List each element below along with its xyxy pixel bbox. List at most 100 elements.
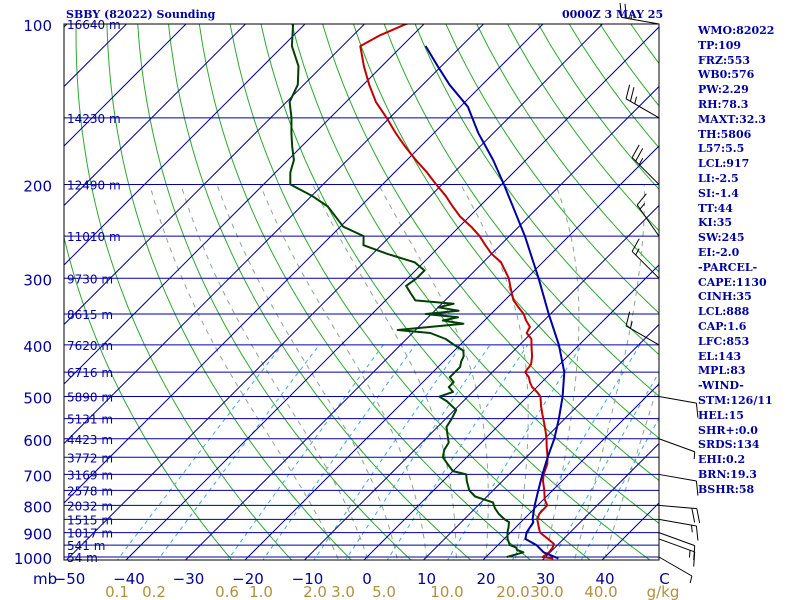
pressure-tick-label: 800 [23,498,52,516]
pressure-tick-label: 700 [23,467,52,485]
mixing-ratio-line [580,417,659,560]
isotherm [482,383,659,560]
mixing-ratio-label: 10.0 [430,583,463,600]
stat-item: LCL:888 [698,305,750,319]
stat-item: TP:109 [698,38,742,52]
height-label: 54 m [67,551,98,565]
height-label: 5890 m [67,391,113,405]
isotherm [64,24,247,207]
mixing-ratio-line [344,344,491,560]
dry-adiabat [106,24,352,560]
stat-item: LFC:853 [698,334,750,348]
stat-item: CINH:35 [698,290,752,304]
isotherm [422,323,659,560]
stat-item: CAP:1.6 [698,319,747,333]
stat-item: WMO:82022 [698,24,775,37]
stat-item: BRN:19.3 [698,467,757,481]
dry-adiabat [291,24,659,524]
stat-item: EI:-2.0 [698,245,740,259]
temperature-tick-label: −40 [113,570,145,588]
isotherm [64,24,187,147]
stat-item: SI:-1.4 [698,186,739,200]
wind-barb [636,193,660,237]
stat-item: -PARCEL- [698,260,758,274]
height-label: 16640 m [67,18,121,32]
isotherm [184,85,659,560]
wind-barb [658,538,696,567]
pressure-tick-label: 200 [23,177,52,195]
moist-adiabat [216,184,398,560]
isotherm [363,264,659,560]
temperature-tick-label: −30 [173,570,205,588]
mixing-ratio-label: 3.0 [331,583,355,600]
moist-adiabat [312,184,457,560]
stats-panel: WMO:82022 TP:109 FRZ:553 WB0:576 PW:2.29 RH:7… [698,24,774,498]
mixing-ratio-label: 5.0 [372,583,396,600]
dry-adiabat [383,24,659,397]
dry-adiabat [476,24,659,273]
wind-barb [625,311,660,346]
thermo-grid [64,24,659,560]
mixing-ratio-label: 2.0 [303,583,327,600]
chart-background [64,24,659,560]
axes: 16640 m 14230 m 12490 m 11010 m 9730 m 8615 m… [14,17,680,600]
moist-adiabat [544,184,580,560]
chart-title: SBBY (82022) Sounding [66,8,216,21]
stat-item: WB0:576 [698,68,755,82]
stat-item: KI:35 [698,216,733,230]
temperature-trace [359,24,555,560]
pressure-tick-label: 600 [23,432,52,450]
mixing-ratio-line [227,344,384,560]
stat-item: HEL:15 [698,408,744,422]
moist-adiabat [259,184,428,560]
stat-item: LI:-2.5 [698,171,739,185]
pressure-tick-label: 1000 [14,550,52,568]
wind-barb [658,518,699,541]
stat-item: PW:2.29 [698,83,749,97]
isotherm [64,24,544,504]
mixing-ratio-label: 0.2 [142,583,166,600]
height-label: 11010 m [67,230,121,244]
height-label: 3169 m [67,468,113,482]
height-label: 6716 m [67,366,113,380]
height-label: 7620 m [67,339,113,353]
isotherm [64,24,485,445]
temperature-tick-label: −10 [292,570,324,588]
dry-adiabat [352,24,659,439]
height-label: 3772 m [67,451,113,465]
wind-barb [658,504,701,524]
isotherm [303,204,659,560]
dewpoint-trace [288,24,525,558]
moist-adiabat [180,184,369,560]
stat-item: SHR+:0.0 [698,423,758,437]
wind-barb [658,396,699,418]
dry-adiabat [414,24,659,356]
mixing-ratio-label: 20.0 [496,583,529,600]
stat-item: TT:44 [698,201,733,215]
mixing-ratio-label: g/kg [647,583,680,600]
wind-barb [658,473,699,496]
mixing-ratio-label: 30.0 [530,583,563,600]
height-label: 1515 m [67,513,113,527]
stat-item: MPL:83 [698,364,746,378]
height-label: 2032 m [67,499,113,513]
temperature-tick-label: 30 [536,570,555,588]
height-label: 1017 m [67,527,113,541]
chart-timestamp: 0000Z 3 MAY 25 [562,8,664,21]
isotherm [64,24,306,266]
mixing-ratio-line [386,344,529,560]
isotherm [244,145,659,560]
mixing-ratio-label: 0.1 [105,583,129,600]
dry-adiabat [75,24,293,560]
moist-adiabat [378,184,489,560]
temperature-tick-label: −20 [232,570,264,588]
stat-item: SW:245 [698,231,745,245]
moist-adiabat [573,184,645,560]
isotherm [64,24,425,385]
stat-item: EHI:0.2 [698,453,746,467]
wind-barb [631,238,660,279]
temperature-tick-label: 0 [362,570,372,588]
mixing-ratio-label: 40.0 [584,583,617,600]
height-label: 541 m [67,539,105,553]
